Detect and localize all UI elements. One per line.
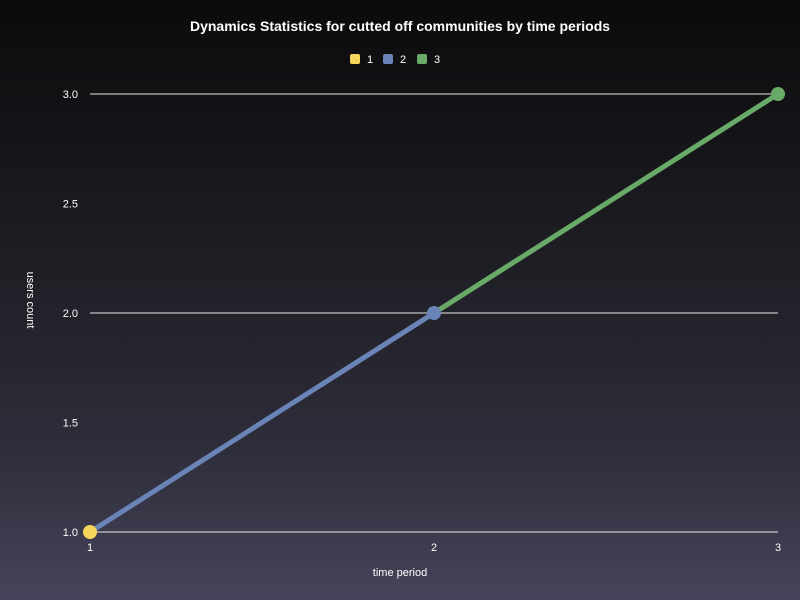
x-tick-label: 1 <box>87 542 93 554</box>
x-axis-ticks: 1 2 3 <box>87 542 781 554</box>
series-line <box>87 310 437 535</box>
y-axis-ticks: 1.0 1.5 2.0 2.5 3.0 <box>63 89 78 539</box>
y-tick-label: 3.0 <box>63 89 78 101</box>
y-axis-label: users count <box>24 272 36 329</box>
legend-label: 3 <box>434 54 440 66</box>
chart-legend: 1 2 3 <box>350 54 440 66</box>
series-line <box>431 91 781 316</box>
y-tick-label: 1.0 <box>63 527 78 539</box>
data-point <box>83 525 97 539</box>
legend-label: 2 <box>400 54 406 66</box>
legend-swatch <box>383 54 393 64</box>
legend-swatch <box>417 54 427 64</box>
x-axis-label: time period <box>373 567 427 579</box>
series-layer <box>83 87 785 539</box>
y-tick-label: 2.0 <box>63 308 78 320</box>
data-point <box>427 306 441 320</box>
x-tick-label: 2 <box>431 542 437 554</box>
chart-title: Dynamics Statistics for cutted off commu… <box>190 18 610 34</box>
y-tick-label: 2.5 <box>63 199 78 211</box>
legend-swatch <box>350 54 360 64</box>
x-tick-label: 3 <box>775 542 781 554</box>
y-tick-label: 1.5 <box>63 418 78 430</box>
data-point <box>771 87 785 101</box>
legend-label: 1 <box>367 54 373 66</box>
